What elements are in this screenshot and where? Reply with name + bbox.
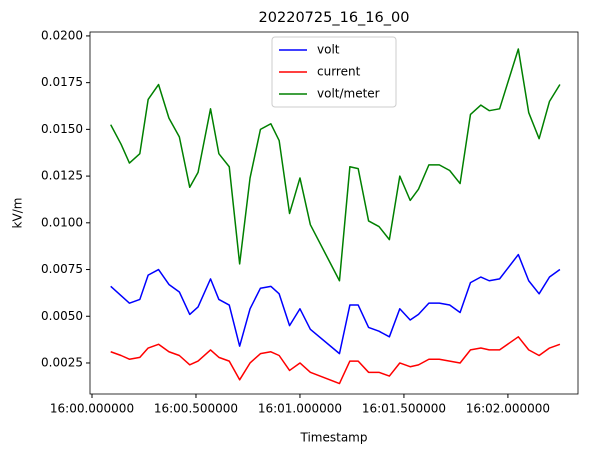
y-tick-label: 0.0175: [41, 75, 83, 89]
legend-label: volt: [317, 43, 340, 57]
y-axis-label: kV/m: [11, 198, 25, 229]
x-axis-label: Timestamp: [300, 431, 368, 445]
legend-box: [271, 36, 397, 108]
x-tick-label: 16:00.000000: [50, 402, 134, 416]
plot-frame: [89, 31, 579, 395]
y-tick-label: 0.0200: [41, 28, 83, 42]
line-series: [110, 253, 561, 355]
y-tick-label: 0.0100: [41, 215, 83, 229]
legend-label: volt/meter: [317, 87, 380, 101]
x-tick-label: 16:01.500000: [362, 402, 446, 416]
y-tick-label: 0.0075: [41, 262, 83, 276]
x-tick-label: 16:02.000000: [466, 402, 550, 416]
x-tick-label: 16:00.500000: [154, 402, 238, 416]
line-series: [110, 336, 561, 385]
y-tick-label: 0.0150: [41, 122, 83, 136]
y-tick-label: 0.0125: [41, 169, 83, 183]
x-tick-label: 16:01.000000: [258, 402, 342, 416]
line-series: [110, 48, 561, 282]
chart-title: 20220725_16_16_00: [259, 10, 410, 26]
legend-label: current: [317, 65, 361, 79]
y-tick-label: 0.0050: [41, 309, 83, 323]
y-tick-label: 0.0025: [41, 355, 83, 369]
